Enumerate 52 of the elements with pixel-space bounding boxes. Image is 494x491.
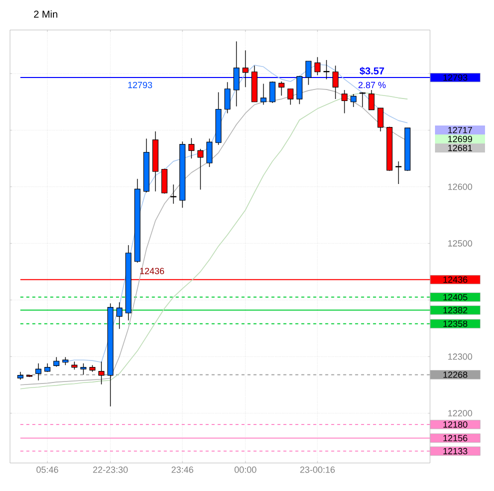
ref-line-label: 12358 — [443, 320, 468, 327]
candlestick — [260, 83, 266, 106]
x-tick-label: 00:00 — [234, 466, 256, 473]
candlestick — [332, 65, 338, 100]
ref-line-label: 12133 — [443, 448, 468, 454]
candlestick — [296, 75, 302, 104]
ref-line-label: 12156 — [443, 434, 468, 442]
candlestick — [278, 81, 284, 96]
candlestick — [224, 82, 230, 114]
candlestick — [170, 184, 176, 204]
annotation: 12793 — [128, 82, 152, 88]
candlestick — [368, 90, 374, 110]
y-tick-label: 12600 — [448, 184, 472, 190]
annotation: 2.87 % — [358, 82, 386, 88]
candlestick — [287, 88, 294, 106]
ref-line-label: 12268 — [443, 372, 468, 378]
y-tick-label: 12500 — [448, 240, 472, 247]
text: 12717 — [448, 126, 472, 134]
candlestick — [161, 168, 168, 194]
candlestick — [98, 361, 104, 385]
annotation: 12436 — [140, 268, 164, 274]
y-tick-label: 12200 — [448, 410, 472, 416]
candlestick — [35, 363, 42, 381]
candlestick — [314, 56, 320, 76]
candlestick — [242, 50, 248, 88]
ref-line-label: 12382 — [443, 306, 468, 314]
candlestick — [233, 40, 240, 107]
candlestick — [350, 94, 356, 108]
x-tick-label: 23:46 — [172, 466, 194, 473]
candlestick — [206, 138, 212, 168]
text: 12681 — [448, 144, 472, 152]
y-tick-label: 12300 — [448, 353, 472, 360]
candlestick — [188, 138, 194, 159]
candlestick — [197, 148, 204, 190]
ref-line-label: 12436 — [443, 276, 468, 283]
candlestick — [395, 160, 402, 184]
x-tick-label: 05:46 — [36, 466, 58, 473]
candlestick — [341, 90, 348, 114]
candlestick — [53, 356, 60, 368]
ref-line-label: 12405 — [443, 294, 468, 300]
chart-title: 2 Min — [34, 10, 58, 18]
text: 12699 — [448, 136, 472, 142]
ref-line-label: 12793 — [443, 74, 468, 81]
candlestick — [116, 302, 122, 330]
annotation: $3.57 — [360, 66, 384, 76]
x-tick-label: 23-00:16 — [300, 466, 335, 473]
candlestick — [269, 81, 276, 104]
x-tick-label: 22-23:30 — [93, 466, 128, 473]
candlestick — [80, 363, 86, 376]
candlestick — [305, 60, 312, 86]
candlestick — [377, 108, 384, 132]
ref-line-label: 12180 — [443, 421, 468, 428]
